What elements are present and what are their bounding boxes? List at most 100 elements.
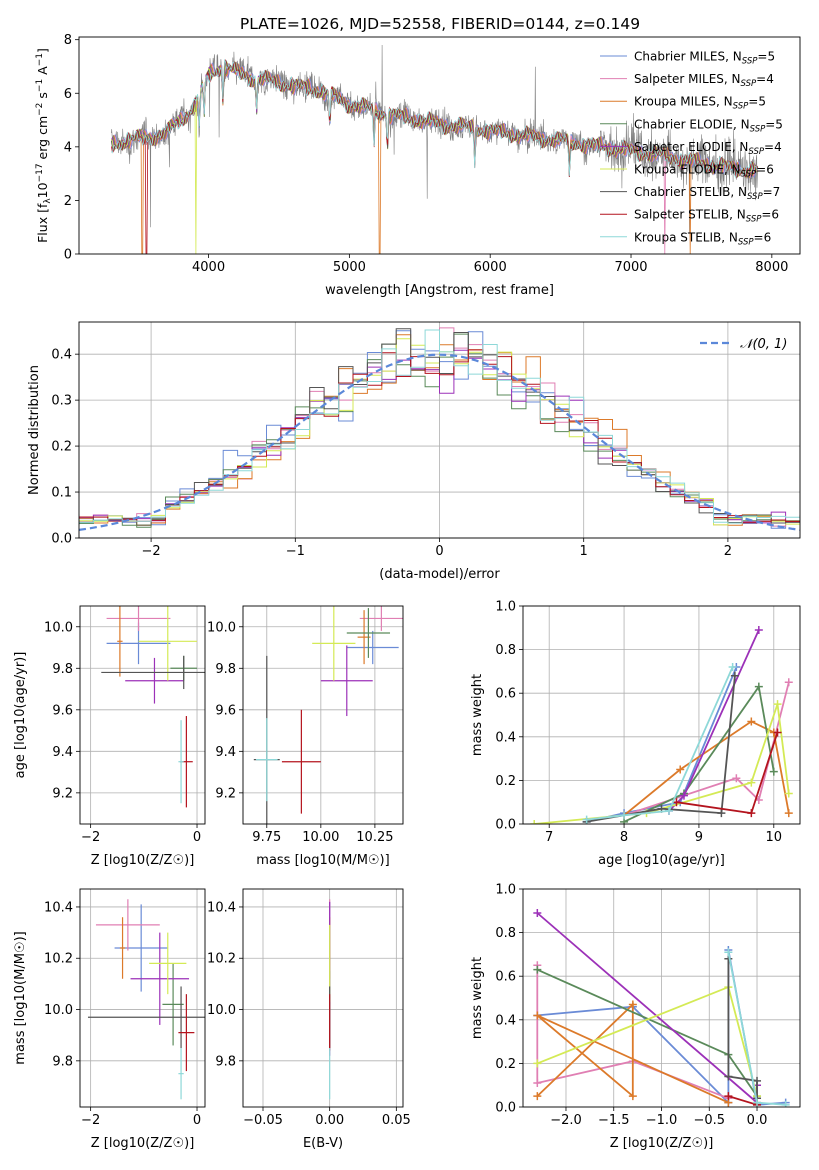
axes-frame [79, 605, 206, 825]
y-tick-label: 10.4 [207, 900, 236, 915]
plot-area-age_vs_Z [101, 606, 205, 808]
legend-entry-label: Salpeter STELIB, NSSP=6 [634, 208, 779, 225]
mass-weight-marker [628, 1000, 637, 1009]
mass-weight-marker [582, 815, 591, 824]
y-tick-label: 9.8 [52, 662, 73, 677]
y-tick-label: 9.8 [215, 662, 236, 677]
legend-entry-equals: = [754, 230, 764, 244]
axes-frame [78, 36, 801, 255]
y-tick-label: 9.6 [52, 703, 73, 718]
y-tick-label: 6 [64, 87, 72, 102]
y-axis-label-part: 10 [35, 182, 50, 198]
legend-entry-nssp: 5 [775, 117, 783, 131]
legend-entry-subscript: SSP [733, 102, 749, 112]
y-axis-label: age [log10(age/yr)] [13, 652, 28, 779]
y-tick-label: 0.2 [51, 440, 72, 455]
legend-entry-subscript: SSP [746, 215, 762, 225]
mass-weight-marker [724, 1072, 733, 1081]
x-tick-label: −2 [81, 1113, 100, 1128]
legend-entry-equals: = [764, 140, 774, 154]
axes-frame [79, 888, 206, 1108]
y-tick-label: 10.0 [44, 620, 73, 635]
panel-mass_vs_Z: −2 0 9.8 10.0 10.2 10.4 Z [log10(Z/Z☉)] mass [l… [13, 888, 206, 1151]
legend-entry-subscript: SSP [748, 147, 764, 157]
y-tick-label: 0.8 [495, 926, 516, 941]
mass-weight-marker [784, 678, 793, 687]
mass-weight-line [536, 985, 758, 1103]
y-axis-label: mass weight [470, 674, 485, 756]
y-axis-label-part: −17 [35, 163, 45, 182]
legend-entry-subscript: SSP [750, 124, 766, 134]
normal-reference-curve [79, 353, 800, 531]
y-axis-label: mass [log10(M/M☉)] [13, 931, 28, 1064]
mass-weight-marker [724, 1092, 733, 1101]
model-spectrum-line [111, 58, 759, 254]
mass-weight-line [586, 666, 734, 821]
y-axis-label-part: ] [35, 48, 50, 53]
legend-entry-label: Chabrier STELIB, NSSP=7 [634, 185, 780, 202]
mass-weight-marker [754, 625, 763, 634]
x-tick-label: 6000 [474, 260, 507, 275]
x-axis-label: E(B-V) [303, 1136, 343, 1151]
mass-weight-marker [728, 663, 737, 672]
mass-weight-marker [753, 1098, 762, 1107]
x-axis-label: Z [log10(Z/Z☉)] [91, 1136, 195, 1151]
x-tick-label: −1 [286, 544, 305, 559]
x-tick-label: 7 [545, 830, 553, 845]
legend-entry-label: 𝒩(0, 1) [740, 337, 787, 352]
y-axis-label-part: Flux [f [35, 203, 50, 243]
x-tick-label: 7000 [614, 260, 647, 275]
mass-weight-marker [533, 965, 542, 974]
y-axis-label: mass weight [470, 957, 485, 1039]
y-tick-label: 9.8 [52, 1054, 73, 1069]
panel-weight_vs_Z: −2.0 −1.5 −1.0 −0.5 0.0 0.0 0.2 0.4 0.6 0.8 1.0 Z [… [470, 883, 801, 1151]
mass-weight-marker [732, 774, 741, 783]
x-tick-label: 0.0 [747, 1113, 768, 1128]
x-tick-label: 9.75 [252, 830, 281, 845]
y-axis-label-part: −1 [35, 79, 45, 92]
mass-weight-line [586, 675, 736, 823]
mass-weight-marker [533, 1079, 542, 1088]
y-tick-label: 0.6 [495, 970, 516, 985]
mass-weight-marker [781, 1100, 790, 1107]
mass-weight-line [536, 912, 758, 1105]
panel-age_vs_mass: 9.75 10.00 10.25 9.2 9.4 9.6 9.8 10.0 mass [log1… [207, 605, 404, 868]
x-tick-label: 0 [435, 544, 443, 559]
legend-entry-equals: = [757, 50, 767, 64]
x-tick-label: −2 [142, 544, 161, 559]
x-tick-label: 2 [724, 544, 732, 559]
y-axis-label: Flux [fλ10−17 erg cm−2 s−1 A−1] [35, 48, 53, 243]
y-tick-label: 0.8 [495, 643, 516, 658]
legend-entry-name: Kroupa ELODIE, N [634, 163, 741, 177]
y-tick-label: 4 [64, 140, 72, 155]
legend-entry-nssp: 7 [773, 185, 781, 199]
y-tick-label: 1.0 [495, 883, 516, 898]
legend-entry-subscript: SSP [741, 79, 757, 89]
legend-entry-nssp: 4 [766, 72, 774, 86]
y-tick-label: 0.0 [495, 818, 516, 833]
x-tick-label: 1 [580, 544, 588, 559]
y-tick-label: 8 [64, 33, 72, 48]
legend-entry-name: Salpeter ELODIE, N [634, 140, 748, 154]
legend-entry-equals: = [765, 117, 775, 131]
y-tick-label: 10.0 [207, 620, 236, 635]
residual-histogram-line [79, 329, 800, 524]
y-tick-label: 0.4 [495, 730, 516, 745]
model-spectrum-line [111, 62, 759, 254]
mass-weight-marker [679, 791, 688, 800]
mass-weight-marker [620, 811, 629, 820]
legend-entry-label: Chabrier ELODIE, NSSP=5 [634, 117, 783, 134]
legend-entry-label: Kroupa STELIB, NSSP=6 [634, 230, 771, 247]
legend-entry-name: Chabrier ELODIE, N [634, 117, 750, 131]
legend-entry-nssp: 6 [766, 163, 774, 177]
figure-title: PLATE=1026, MJD=52558, FIBERID=0144, z=0… [240, 15, 640, 33]
y-axis-label-part: s [35, 92, 50, 103]
mass-weight-marker [664, 806, 673, 815]
y-tick-label: 9.8 [215, 1054, 236, 1069]
mass-weight-marker [773, 728, 782, 737]
x-tick-label: 5000 [333, 260, 366, 275]
mass-weight-marker [533, 908, 542, 917]
x-axis-label: wavelength [Angstrom, rest frame] [325, 283, 554, 298]
x-tick-label: 0.00 [315, 1113, 344, 1128]
